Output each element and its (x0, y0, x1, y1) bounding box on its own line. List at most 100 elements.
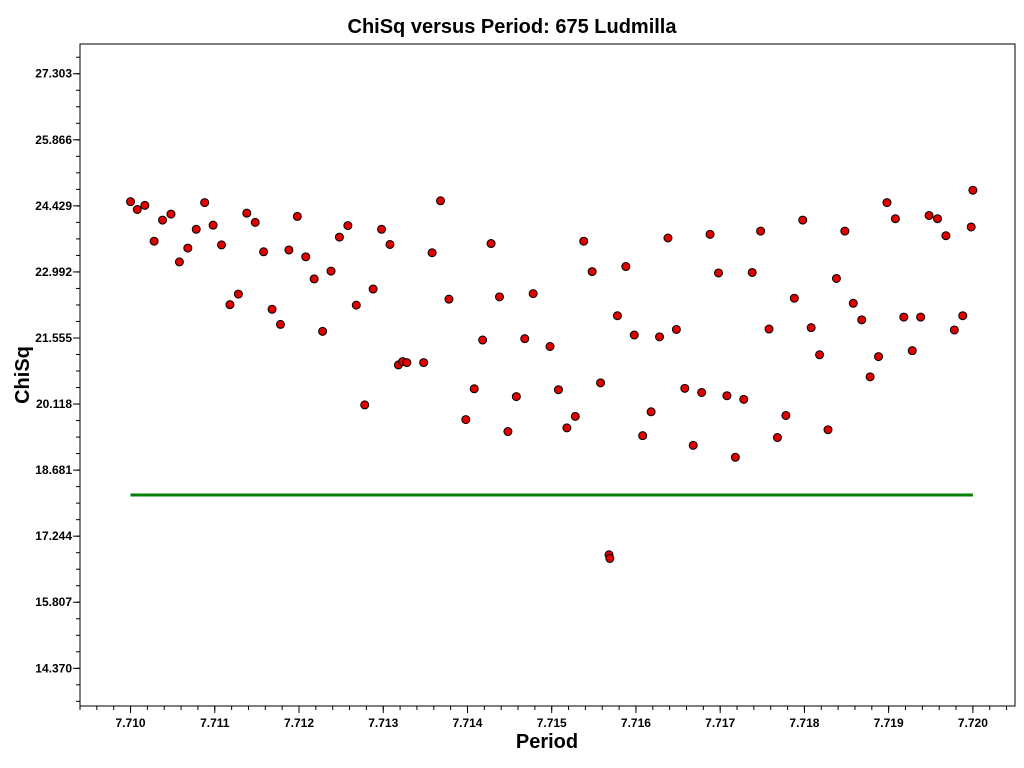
data-point (756, 226, 766, 236)
data-point (368, 284, 378, 294)
x-tick-label: 7.719 (874, 716, 904, 730)
x-axis: 7.710 7.711 7.712 7.713 7.714 7.715 7.716 7.717… (79, 706, 1008, 730)
data-point (916, 312, 926, 322)
data-point (217, 240, 227, 250)
x-tick-label: 7.710 (116, 716, 146, 730)
data-points (126, 185, 978, 563)
data-point (815, 350, 825, 360)
data-point (605, 553, 615, 563)
data-point (126, 197, 136, 207)
data-point (806, 323, 816, 333)
y-axis-title: ChiSq (12, 346, 34, 404)
data-point (444, 294, 454, 304)
data-point (629, 330, 639, 340)
data-point (663, 233, 673, 243)
x-tick-label: 7.713 (368, 716, 398, 730)
data-point (259, 247, 269, 257)
data-point (688, 440, 698, 450)
data-point (284, 245, 294, 255)
data-point (520, 334, 530, 344)
data-point (579, 236, 589, 246)
data-point (166, 209, 176, 219)
y-tick-label: 21.555 (35, 331, 72, 345)
data-point (697, 387, 707, 397)
data-point (933, 214, 943, 224)
data-point (772, 433, 782, 443)
data-point (183, 243, 193, 253)
data-point (351, 300, 361, 310)
data-point (511, 392, 521, 402)
data-point (191, 224, 201, 234)
data-point (503, 427, 513, 437)
data-point (899, 312, 909, 322)
data-point (730, 452, 740, 462)
chart-title: ChiSq versus Period: 675 Ludmilla (348, 16, 678, 38)
data-point (857, 315, 867, 325)
data-point (427, 248, 437, 258)
data-point (705, 229, 715, 239)
x-tick-label: 7.712 (284, 716, 314, 730)
data-point (200, 198, 210, 208)
data-point (966, 222, 976, 232)
data-point (553, 385, 563, 395)
data-point (494, 292, 504, 302)
plot-area (79, 43, 1016, 707)
data-point (655, 332, 665, 342)
data-point (680, 383, 690, 393)
data-point (671, 324, 681, 334)
y-tick-label: 17.244 (35, 529, 72, 543)
y-tick-label: 15.807 (35, 595, 72, 609)
data-point (941, 231, 951, 241)
data-point (469, 384, 479, 394)
data-point (233, 289, 243, 299)
data-point (174, 257, 184, 267)
y-tick-label: 25.866 (35, 133, 72, 147)
data-point (545, 341, 555, 351)
data-point (225, 300, 235, 310)
x-tick-label: 7.717 (705, 716, 735, 730)
data-point (486, 239, 496, 249)
data-point (140, 200, 150, 210)
data-point (301, 252, 311, 262)
data-point (907, 346, 917, 356)
data-point (840, 226, 850, 236)
data-point (158, 215, 168, 225)
data-point (132, 205, 142, 214)
data-point (377, 224, 387, 234)
y-tick-label: 20.118 (36, 397, 72, 411)
x-axis-title: Period (516, 731, 578, 753)
data-point (789, 293, 799, 303)
data-point (343, 221, 353, 231)
y-axis: 27.303 25.866 24.429 22.992 21.555 20.118 18.6… (35, 56, 80, 702)
y-tick-label: 24.429 (35, 199, 72, 213)
y-tick-label: 27.303 (35, 67, 72, 81)
y-tick-label: 18.681 (35, 463, 72, 477)
data-point (267, 304, 277, 314)
data-point (865, 372, 875, 382)
data-point (334, 232, 344, 242)
data-point (570, 411, 580, 421)
data-point (318, 326, 328, 336)
data-point (958, 311, 968, 321)
data-point (646, 407, 656, 417)
data-point (890, 214, 900, 224)
data-point (596, 378, 606, 388)
data-point (621, 262, 631, 272)
data-point (781, 410, 791, 420)
data-point (924, 210, 934, 220)
data-point (612, 311, 622, 321)
data-point (149, 236, 159, 246)
x-tick-label: 7.718 (789, 716, 819, 730)
x-tick-label: 7.720 (958, 716, 988, 730)
data-point (798, 215, 808, 225)
data-point (968, 185, 978, 195)
data-point (326, 266, 336, 276)
data-point (587, 267, 597, 277)
data-point (874, 352, 884, 362)
data-point (831, 273, 841, 283)
data-point (562, 423, 572, 433)
data-point (713, 268, 723, 278)
x-tick-label: 7.711 (200, 716, 230, 730)
data-point (764, 324, 774, 334)
